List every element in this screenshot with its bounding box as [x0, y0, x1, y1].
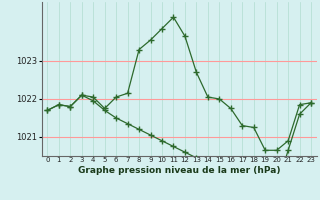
X-axis label: Graphe pression niveau de la mer (hPa): Graphe pression niveau de la mer (hPa)	[78, 166, 280, 175]
